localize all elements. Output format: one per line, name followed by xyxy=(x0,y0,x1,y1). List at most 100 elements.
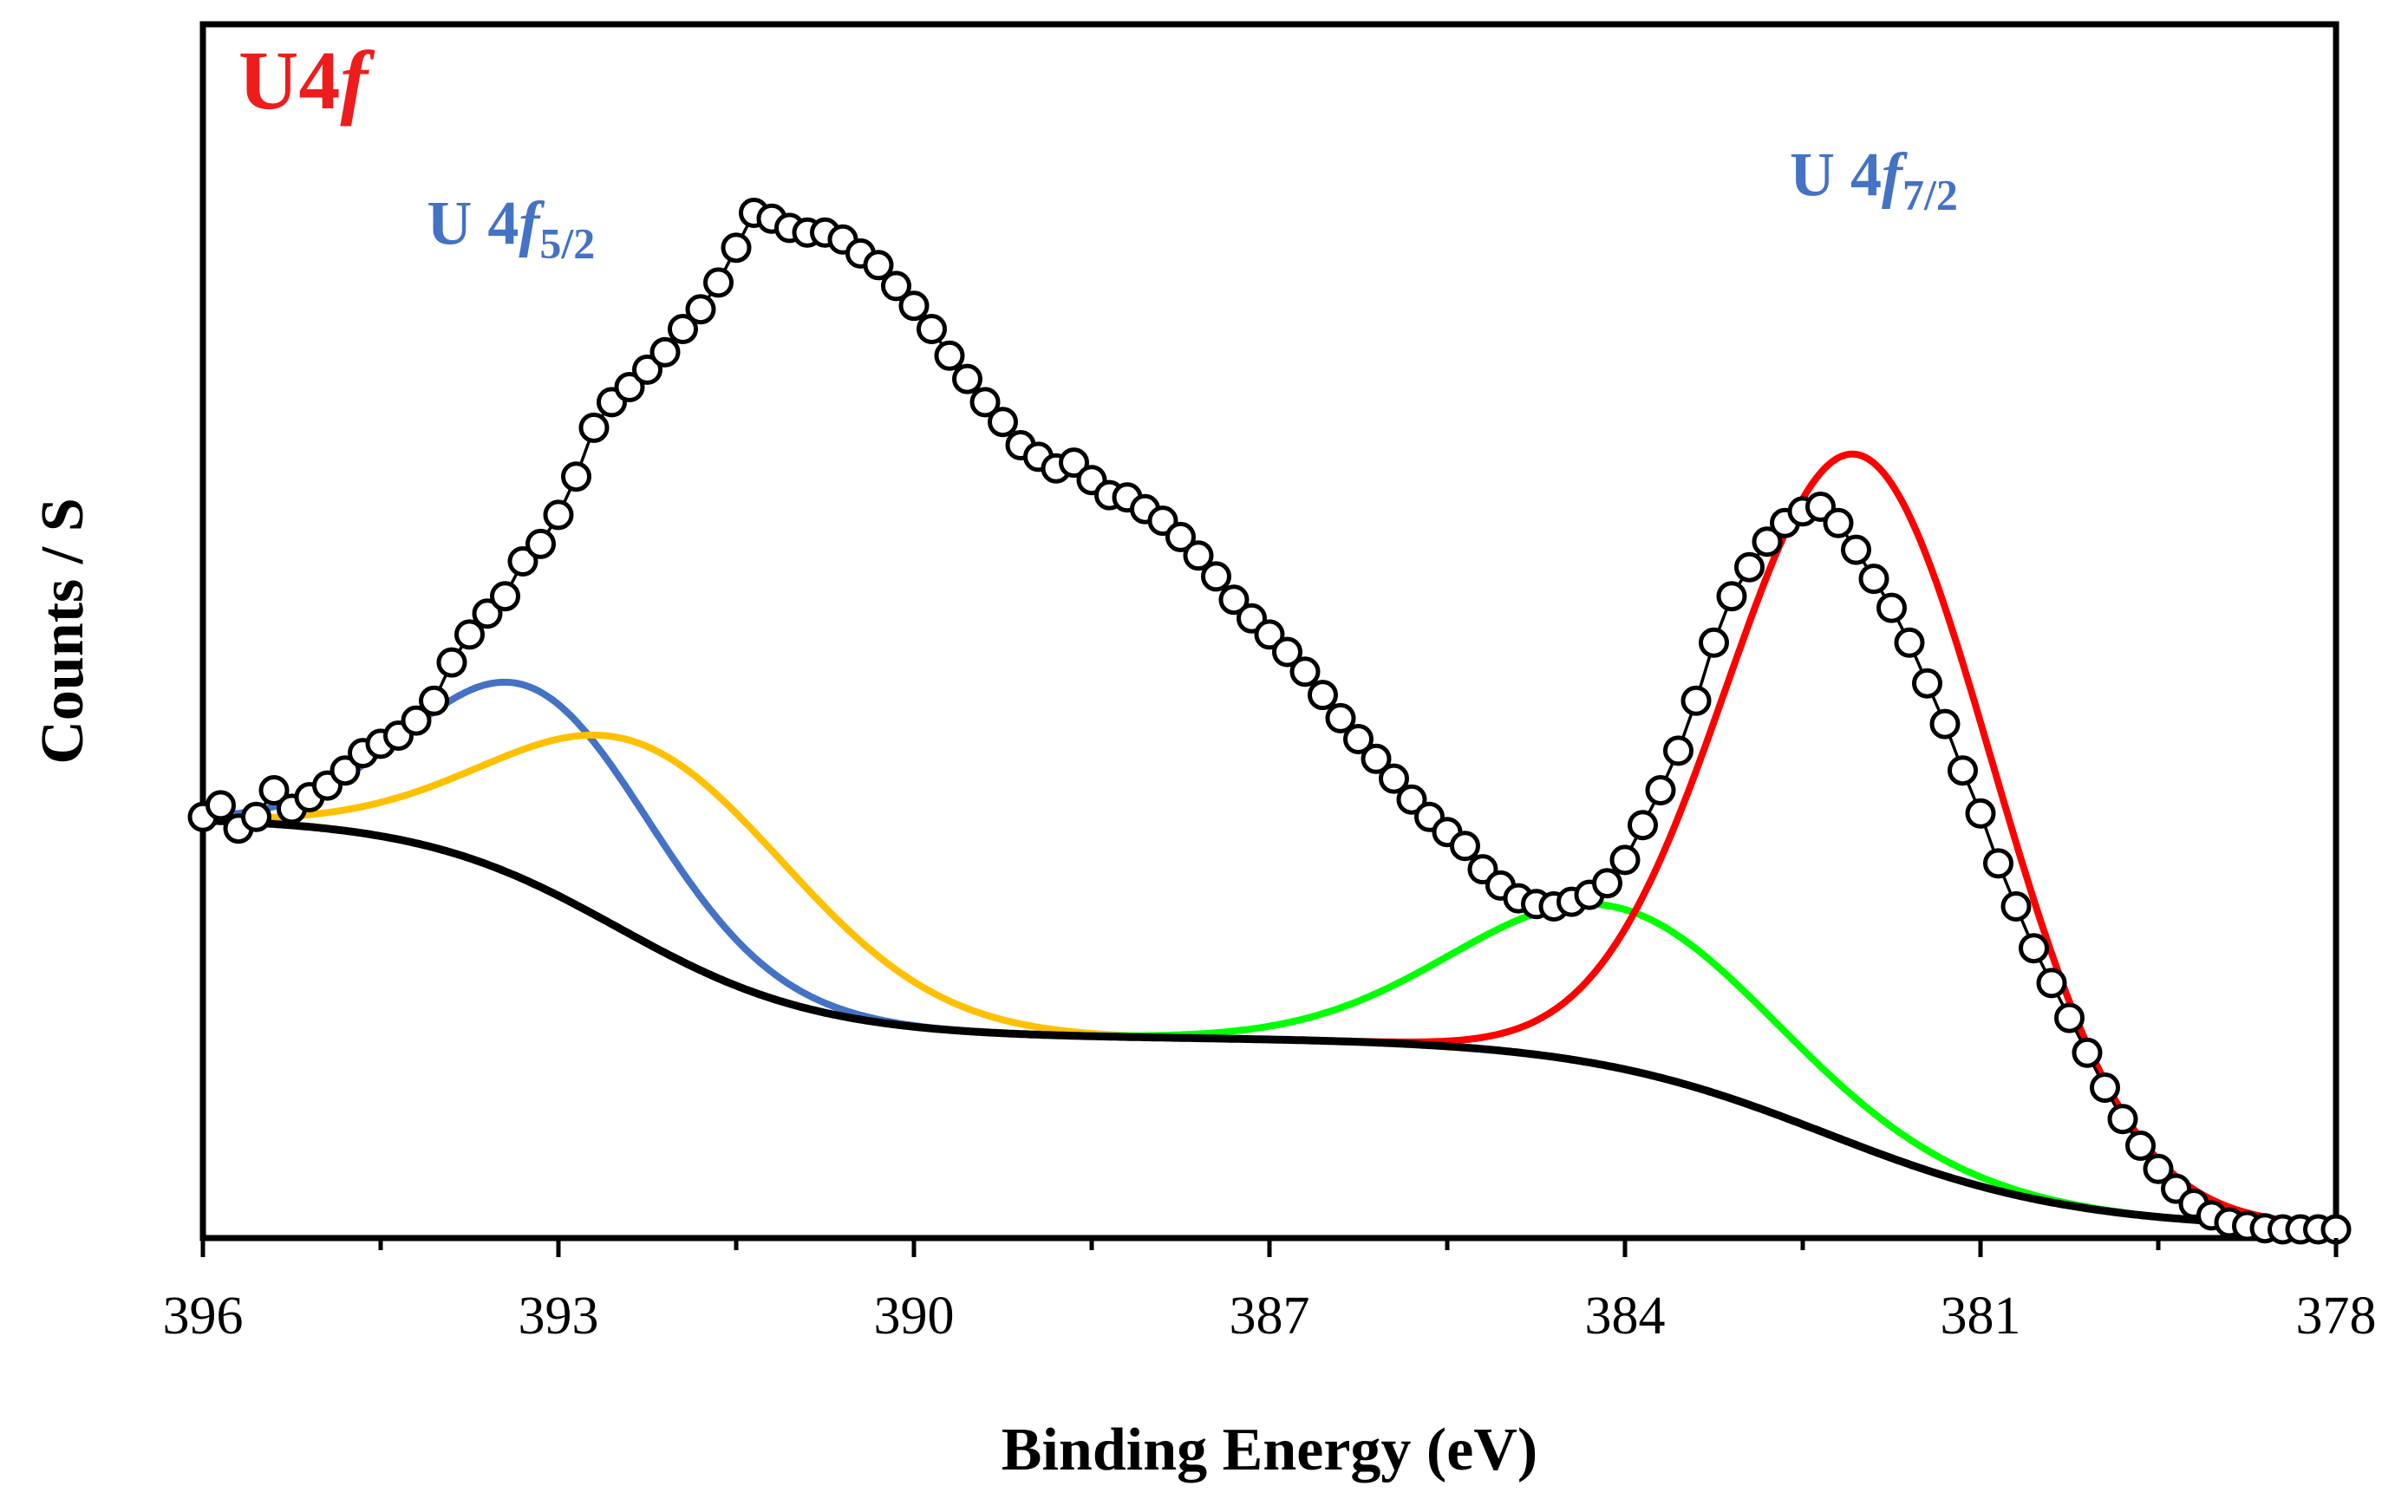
data-point xyxy=(1609,844,1641,876)
data-point xyxy=(1965,798,1996,829)
data-point xyxy=(1272,636,1302,668)
data-point xyxy=(1734,551,1765,583)
data-point xyxy=(969,387,1001,418)
data-connector-line xyxy=(202,211,2336,1231)
data-point xyxy=(614,372,645,402)
data-point xyxy=(436,647,467,678)
x-tick-label: 393 xyxy=(519,1287,599,1346)
data-point xyxy=(472,598,503,629)
data-point xyxy=(2054,1002,2085,1033)
data-point xyxy=(1450,831,1480,862)
data-point xyxy=(1699,627,1729,658)
data-point xyxy=(2019,933,2049,964)
fit-curve-0 xyxy=(202,678,2337,1230)
annotation-subscript: 5/2 xyxy=(539,219,595,268)
data-point xyxy=(525,528,556,559)
background-curve xyxy=(201,816,2338,1230)
fit-curves xyxy=(201,450,2338,1230)
data-point xyxy=(1948,755,1978,786)
x-axis-title: Binding Energy (eV) xyxy=(1002,1417,1537,1483)
data-point xyxy=(1592,868,1622,899)
data-point xyxy=(561,461,591,492)
x-tick-label: 387 xyxy=(1230,1287,1310,1346)
annotation-f52: U 4f5/2 xyxy=(427,189,595,268)
data-points xyxy=(187,198,2352,1245)
data-point xyxy=(1396,784,1427,815)
data-point xyxy=(2000,891,2032,922)
data-point xyxy=(1379,763,1409,794)
data-point xyxy=(1912,668,1942,699)
x-tick-label: 396 xyxy=(163,1287,244,1346)
data-point xyxy=(2036,968,2067,999)
annotation-main: U 4 xyxy=(427,189,519,258)
data-point xyxy=(454,619,485,650)
data-point xyxy=(1876,592,1907,623)
data-point xyxy=(258,775,290,805)
x-tick-label: 384 xyxy=(1585,1287,1666,1346)
annotation-main: U 4 xyxy=(1790,140,1882,209)
data-point xyxy=(241,801,271,832)
data-point xyxy=(1254,619,1285,650)
data-point xyxy=(881,270,911,302)
data-point xyxy=(1645,775,1676,805)
y-axis-title: Counts / S xyxy=(29,498,96,764)
data-point xyxy=(1716,581,1747,612)
data-point xyxy=(1983,848,2013,879)
data-point xyxy=(206,790,236,821)
x-tick-label: 378 xyxy=(2296,1287,2377,1346)
data-point xyxy=(419,685,449,716)
data-point xyxy=(330,755,361,786)
data-point xyxy=(578,412,610,443)
data-point xyxy=(863,250,894,281)
data-point xyxy=(1858,564,1889,595)
data-point xyxy=(632,354,662,385)
data-point xyxy=(1183,540,1214,571)
data-point xyxy=(685,294,716,325)
data-point xyxy=(668,314,698,344)
data-point xyxy=(1663,735,1693,766)
x-axis-ticks: 396 393 390 387 384 381 378 xyxy=(163,1238,2377,1346)
data-point xyxy=(1343,724,1374,754)
data-point xyxy=(1165,521,1196,552)
data-point xyxy=(1289,656,1321,688)
data-point xyxy=(1361,743,1392,774)
data-point xyxy=(952,363,982,394)
data-point xyxy=(490,581,520,612)
data-point xyxy=(2072,1037,2103,1068)
annotation-subscript: 7/2 xyxy=(1902,170,1958,218)
x-tick-label: 381 xyxy=(1941,1287,2021,1346)
annotation-main: U4 xyxy=(238,34,340,127)
data-point xyxy=(1929,708,1961,740)
data-point xyxy=(1823,507,1854,538)
data-point xyxy=(988,407,1018,438)
data-point xyxy=(2107,1104,2138,1135)
annotation-f72: U 4f7/2 xyxy=(1790,140,1958,218)
data-point xyxy=(1325,702,1356,733)
data-point xyxy=(1680,685,1712,716)
data-point xyxy=(2143,1153,2174,1184)
data-point xyxy=(543,499,574,531)
fit-curve-1 xyxy=(202,731,2337,1230)
annotation-panel: U4f xyxy=(238,34,375,127)
data-point xyxy=(1841,534,1871,565)
data-point xyxy=(1752,526,1783,557)
data-point xyxy=(1628,810,1658,841)
data-point xyxy=(721,232,752,264)
data-point xyxy=(507,546,538,577)
data-point xyxy=(1059,447,1089,479)
data-point xyxy=(649,336,681,368)
data-point xyxy=(1308,680,1338,711)
data-point xyxy=(1218,584,1250,616)
data-point xyxy=(1201,561,1231,592)
data-point xyxy=(401,705,432,736)
data-point xyxy=(898,290,930,322)
data-point xyxy=(703,267,734,298)
x-tick-label: 390 xyxy=(874,1287,955,1346)
data-point xyxy=(934,340,965,371)
data-point xyxy=(2090,1072,2120,1103)
annotation-italic: f xyxy=(340,34,375,127)
data-point xyxy=(2125,1131,2156,1161)
data-point xyxy=(1894,627,1925,658)
